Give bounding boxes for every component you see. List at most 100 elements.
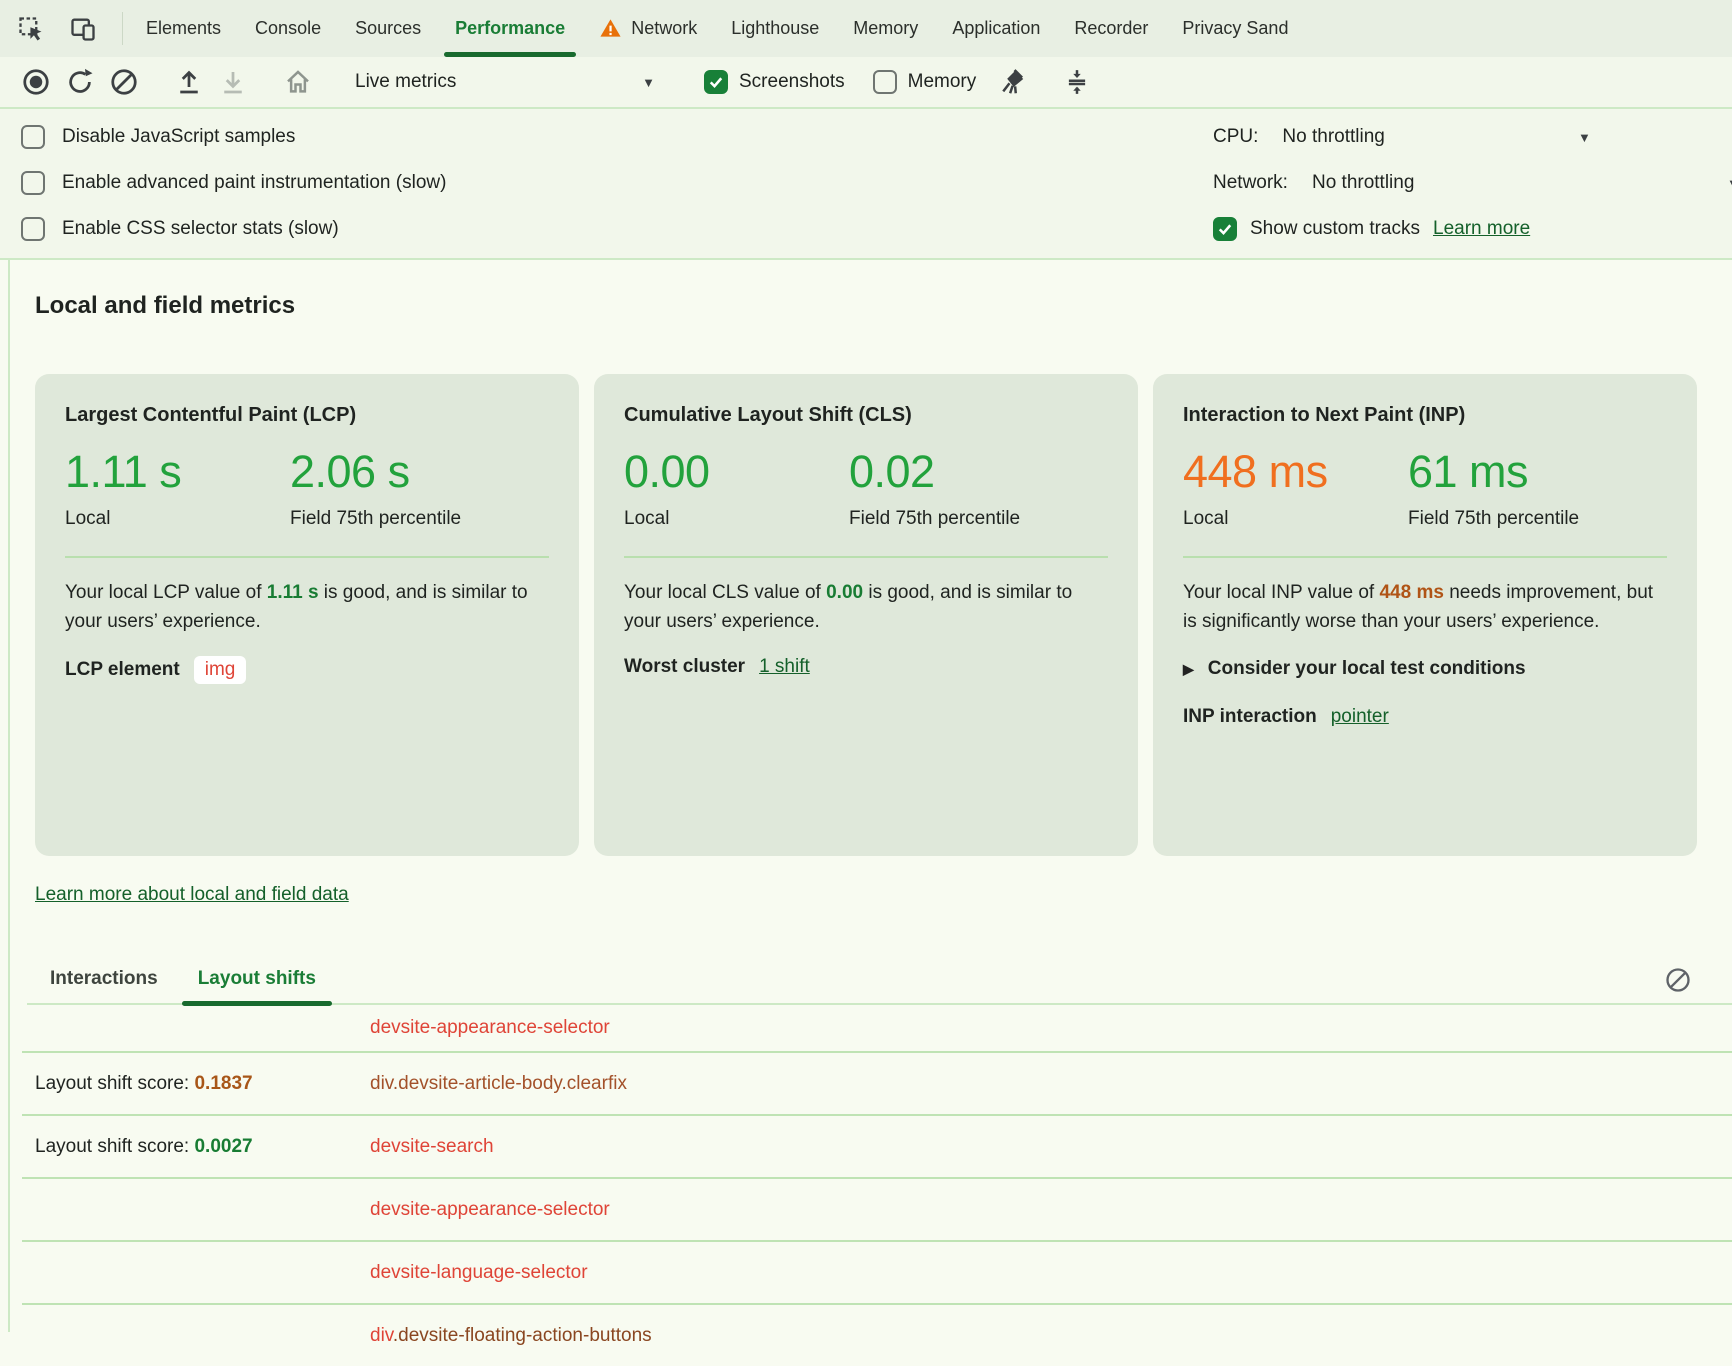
inp-field-value: 61 ms bbox=[1408, 446, 1529, 497]
memory-checkbox-row[interactable]: Memory bbox=[863, 70, 987, 94]
divider bbox=[624, 556, 1108, 558]
tab-memory[interactable]: Memory bbox=[836, 0, 935, 57]
field-data-learn-more-link[interactable]: Learn more about local and field data bbox=[35, 884, 349, 905]
devtools-tabbar: Elements Console Sources Performance Network… bbox=[0, 0, 1732, 57]
metric-cards: Largest Contentful Paint (LCP) 1.11 s Lo… bbox=[35, 374, 1697, 856]
settings-checkbox-row[interactable]: Enable advanced paint instrumentation (s… bbox=[0, 160, 1732, 206]
tab-lighthouse[interactable]: Lighthouse bbox=[714, 0, 836, 57]
inp-local-value: 448 ms bbox=[1183, 446, 1328, 497]
settings-checkbox[interactable] bbox=[21, 125, 45, 149]
cpu-throttling-select[interactable]: No throttling bbox=[1282, 126, 1385, 147]
screenshots-checkbox[interactable] bbox=[704, 70, 728, 94]
logs-tab-layout-shifts[interactable]: Layout shifts bbox=[181, 968, 333, 1006]
cls-field-label: Field 75th percentile bbox=[849, 508, 1021, 529]
cpu-label: CPU: bbox=[1213, 126, 1259, 147]
tab-privacy-sandbox[interactable]: Privacy Sand bbox=[1165, 0, 1305, 57]
custom-tracks-learn-more-link[interactable]: Learn more bbox=[1433, 218, 1531, 239]
tab-label: Sources bbox=[355, 18, 422, 38]
shifted-element-link[interactable]: div.devsite-floating-action-buttons bbox=[370, 1324, 652, 1346]
shifted-element-link[interactable]: devsite-appearance-selector bbox=[370, 1198, 610, 1220]
tab-label: Console bbox=[255, 18, 322, 38]
shifted-element-link[interactable]: div.devsite-article-body.clearfix bbox=[370, 1072, 627, 1094]
tab-network[interactable]: Network bbox=[582, 0, 714, 57]
inp-interaction-link[interactable]: pointer bbox=[1330, 706, 1389, 727]
tab-sources[interactable]: Sources bbox=[338, 0, 438, 57]
settings-checkbox[interactable] bbox=[21, 217, 45, 241]
record-and-reload-button[interactable] bbox=[62, 64, 98, 100]
layout-shift-row: Layout shift score: 0.0027 devsite-search bbox=[22, 1114, 1732, 1177]
local-test-conditions-disclosure[interactable]: ▶ Consider your local test conditions bbox=[1183, 658, 1667, 680]
clear-log-icon[interactable] bbox=[1664, 966, 1692, 994]
tab-application[interactable]: Application bbox=[935, 0, 1057, 57]
tab-label: Memory bbox=[853, 18, 919, 38]
collect-garbage-icon[interactable] bbox=[994, 64, 1030, 100]
load-profile-icon[interactable] bbox=[171, 64, 207, 100]
tab-label: Application bbox=[952, 18, 1041, 38]
cls-local-value: 0.00 bbox=[624, 446, 710, 497]
settings-checkbox-row[interactable]: Enable CSS selector stats (slow) bbox=[0, 206, 1732, 252]
tab-elements[interactable]: Elements bbox=[129, 0, 238, 57]
lcp-element-link[interactable]: img bbox=[193, 656, 247, 684]
divider bbox=[1183, 556, 1667, 558]
layout-shift-score: Layout shift score: 0.0027 bbox=[35, 1135, 253, 1157]
tab-console[interactable]: Console bbox=[238, 0, 338, 57]
collapse-section-icon[interactable] bbox=[1059, 64, 1095, 100]
cls-card: Cumulative Layout Shift (CLS) 0.00 Local… bbox=[594, 374, 1138, 856]
inp-inline-value: 448 ms bbox=[1379, 582, 1444, 603]
tab-label: Network bbox=[631, 18, 698, 38]
lcp-field-label: Field 75th percentile bbox=[290, 508, 462, 529]
screenshots-checkbox-row[interactable]: Screenshots bbox=[694, 70, 855, 94]
tab-label: Privacy Sand bbox=[1182, 18, 1289, 38]
toggle-device-toolbar-icon[interactable] bbox=[66, 12, 100, 46]
warning-icon bbox=[599, 17, 622, 40]
inp-local-label: Local bbox=[1183, 508, 1229, 529]
tab-label: Lighthouse bbox=[731, 18, 820, 38]
lcp-local-value: 1.11 s bbox=[65, 446, 182, 497]
chevron-down-icon: ▼ bbox=[1727, 176, 1732, 191]
live-metrics-view: Local and field metrics Largest Contentf… bbox=[0, 290, 1732, 1366]
inp-interaction-label: INP interaction bbox=[1183, 706, 1317, 727]
tab-recorder[interactable]: Recorder bbox=[1057, 0, 1165, 57]
lcp-description: Your local LCP value of 1.11 s is good, … bbox=[65, 582, 528, 632]
memory-label: Memory bbox=[907, 71, 977, 92]
cls-description: Your local CLS value of 0.00 is good, an… bbox=[624, 582, 1073, 632]
settings-checkbox[interactable] bbox=[21, 171, 45, 195]
logs-tab-interactions[interactable]: Interactions bbox=[50, 968, 158, 989]
chevron-down-icon: ▼ bbox=[1578, 129, 1591, 145]
divider bbox=[122, 12, 123, 45]
network-label: Network: bbox=[1213, 172, 1288, 193]
home-icon[interactable] bbox=[280, 64, 316, 100]
shifted-element-link[interactable]: devsite-language-selector bbox=[370, 1261, 588, 1283]
divider bbox=[27, 1003, 1732, 1005]
tab-performance[interactable]: Performance bbox=[438, 0, 582, 57]
network-throttling-select[interactable]: No throttling bbox=[1311, 172, 1415, 193]
worst-cluster-link[interactable]: 1 shift bbox=[759, 656, 810, 677]
performance-settings: Disable JavaScript samples Enable advance… bbox=[0, 109, 1732, 260]
inp-description: Your local INP value of 448 ms needs imp… bbox=[1183, 582, 1654, 632]
custom-tracks-label: Show custom tracks bbox=[1250, 218, 1420, 239]
settings-checkbox-label: Disable JavaScript samples bbox=[62, 126, 296, 147]
cls-inline-value: 0.00 bbox=[826, 582, 864, 603]
layout-shift-score-value: 0.1837 bbox=[194, 1072, 253, 1094]
shifted-element-link[interactable]: devsite-search bbox=[370, 1135, 494, 1157]
custom-tracks-checkbox[interactable] bbox=[1213, 217, 1237, 241]
cpu-throttling-row: CPU: No throttling ▼ bbox=[1213, 114, 1732, 160]
layout-shift-row: Layout shift score: 0.1837 div.devsite-ar… bbox=[22, 1051, 1732, 1114]
memory-checkbox[interactable] bbox=[872, 70, 897, 94]
inspect-element-icon[interactable] bbox=[14, 12, 48, 46]
panel-mode-select[interactable]: Live metrics ▼ bbox=[345, 71, 665, 93]
lcp-field-value: 2.06 s bbox=[290, 446, 410, 497]
cls-field-value: 0.02 bbox=[849, 446, 935, 497]
triangle-right-icon: ▶ bbox=[1183, 660, 1194, 677]
lcp-local-label: Local bbox=[65, 508, 111, 529]
layout-shift-score: Layout shift score: 0.1837 bbox=[35, 1072, 253, 1094]
cls-card-title: Cumulative Layout Shift (CLS) bbox=[624, 404, 912, 426]
record-button[interactable] bbox=[18, 64, 54, 100]
shifted-element-link[interactable]: devsite-appearance-selector bbox=[370, 1017, 610, 1038]
screenshots-label: Screenshots bbox=[739, 71, 845, 92]
section-heading: Local and field metrics bbox=[35, 292, 296, 319]
live-metrics-logs: Interactions Layout shifts devsite-appear… bbox=[0, 968, 1732, 1366]
clear-button[interactable] bbox=[106, 64, 142, 100]
panel-mode-label: Live metrics bbox=[355, 71, 457, 92]
settings-checkbox-row[interactable]: Disable JavaScript samples bbox=[0, 114, 1732, 160]
